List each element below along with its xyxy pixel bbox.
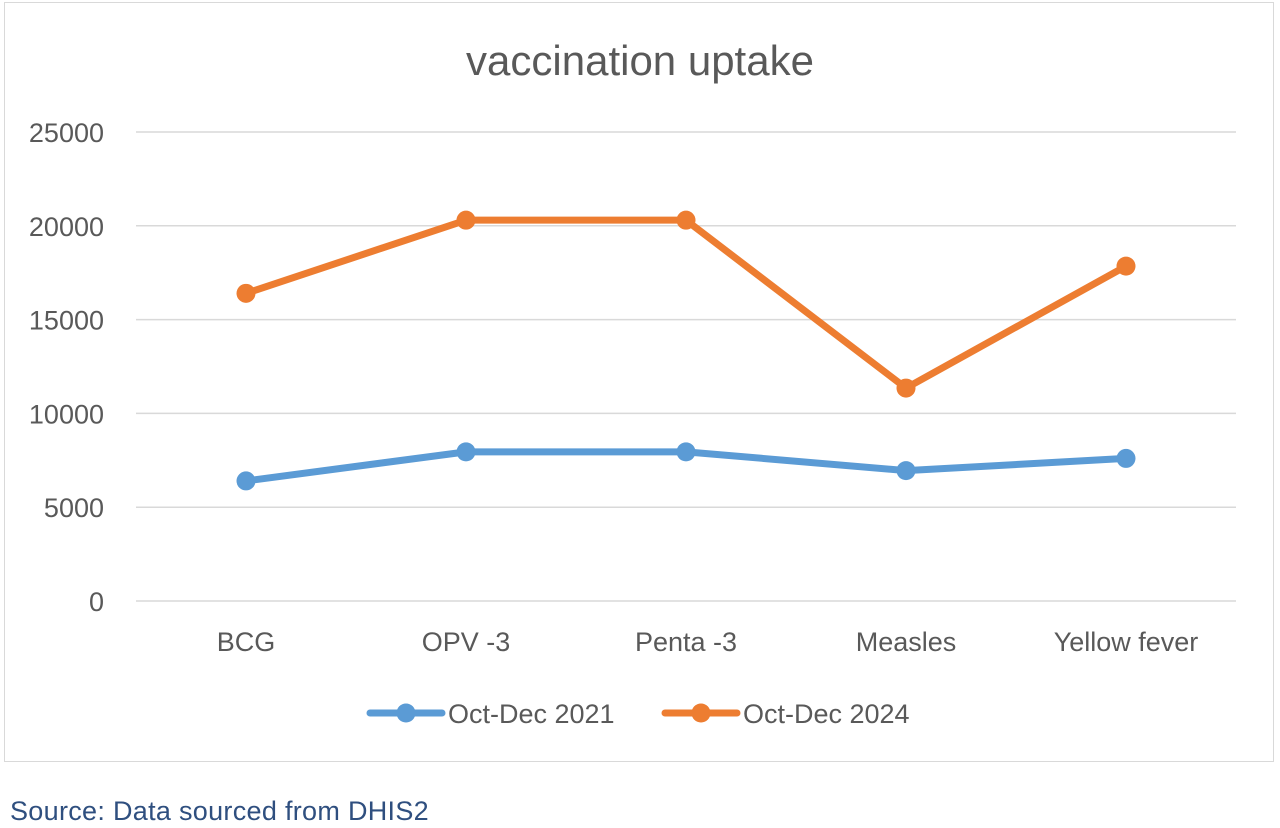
legend: Oct-Dec 2021 Oct-Dec 2024: [366, 699, 910, 729]
data-point: [236, 471, 256, 491]
line-chart: vaccination uptake 0 5000 10000 15000 20000 2…: [29, 37, 1236, 729]
x-tick-label: Measles: [856, 627, 957, 657]
x-axis: BCG OPV -3 Penta -3 Measles Yellow fever: [217, 627, 1199, 657]
legend-label: Oct-Dec 2024: [743, 699, 910, 729]
y-tick-label: 0: [89, 587, 104, 617]
y-tick-label: 25000: [29, 118, 104, 148]
series-line-2: [242, 216, 1130, 392]
y-tick-label: 15000: [29, 306, 104, 336]
x-tick-label: Yellow fever: [1054, 627, 1199, 657]
data-point: [676, 210, 696, 230]
chart-title: vaccination uptake: [466, 37, 814, 84]
legend-marker: [691, 703, 711, 723]
data-point: [456, 442, 476, 462]
source-note: Source: Data sourced from DHIS2: [10, 796, 429, 826]
data-point: [896, 378, 916, 398]
y-tick-label: 5000: [44, 493, 104, 523]
data-point: [896, 461, 916, 481]
y-axis: 0 5000 10000 15000 20000 25000: [29, 118, 104, 617]
data-point: [1116, 448, 1136, 468]
gridlines: [136, 131, 1236, 602]
data-point: [1116, 256, 1136, 276]
data-point: [456, 210, 476, 230]
y-tick-label: 20000: [29, 212, 104, 242]
series-group: [236, 210, 1136, 491]
legend-label: Oct-Dec 2021: [448, 699, 615, 729]
chart-frame: [4, 2, 1274, 762]
x-tick-label: Penta -3: [635, 627, 737, 657]
x-tick-label: BCG: [217, 627, 276, 657]
data-point: [236, 283, 256, 303]
legend-marker: [396, 703, 416, 723]
data-point: [676, 442, 696, 462]
y-tick-label: 10000: [29, 399, 104, 429]
x-tick-label: OPV -3: [422, 627, 511, 657]
